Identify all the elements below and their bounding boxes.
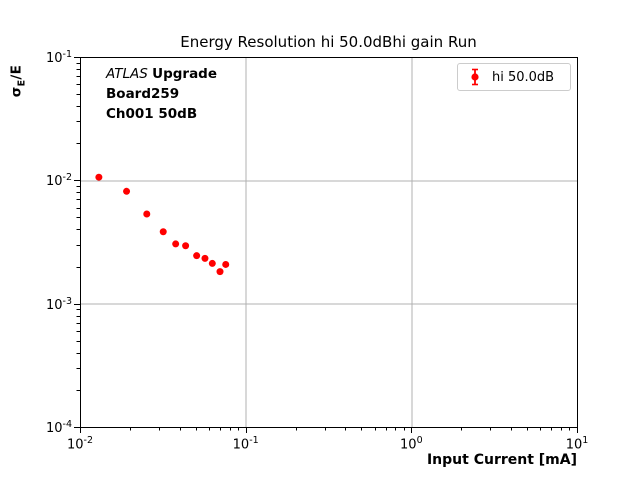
data-point	[222, 260, 230, 268]
atlas-text: ATLAS	[106, 66, 148, 82]
ylabel-subscript: E	[16, 79, 28, 87]
data-point	[208, 259, 216, 267]
x-axis-label: Input Current [mA]	[426, 452, 577, 468]
y-tick-label: 10-1	[45, 48, 72, 67]
ylabel-rest: /E	[8, 64, 25, 80]
data-point	[193, 252, 201, 260]
x-tick-label: 101	[565, 435, 589, 453]
y-tick-label: 10-4	[45, 418, 72, 437]
legend-label: hi 50.0dB	[492, 69, 555, 85]
data-point	[143, 210, 151, 218]
plot-border	[80, 57, 578, 428]
errorbar-marker-icon	[471, 68, 479, 86]
y-tick-label: 10-2	[45, 172, 72, 190]
y-tick-label: 10-3	[45, 295, 72, 313]
ylabel-sigma: σ	[8, 86, 25, 98]
upgrade-text: Upgrade	[152, 66, 218, 82]
data-point	[172, 240, 180, 248]
annotation-box: ATLAS Upgrade Board259 Ch001 50dB	[106, 64, 217, 124]
data-point	[123, 187, 131, 195]
legend: hi 50.0dB	[457, 63, 571, 91]
data-point	[95, 173, 103, 181]
x-tick-label: 10-1	[232, 435, 259, 453]
chart-title: Energy Resolution hi 50.0dBhi gain Run	[180, 33, 477, 51]
data-point	[216, 268, 224, 276]
data-point	[159, 228, 167, 236]
x-tick-label: 100	[400, 435, 423, 453]
annotation-line-2: Board259	[106, 86, 180, 102]
annotation-line-1: ATLAS Upgrade	[106, 64, 217, 84]
data-point	[201, 254, 209, 262]
y-axis-label: σE/E	[9, 65, 28, 97]
annotation-line-3: Ch001 50dB	[106, 106, 198, 122]
x-tick-label: 10-2	[66, 435, 94, 453]
data-point	[182, 242, 190, 250]
